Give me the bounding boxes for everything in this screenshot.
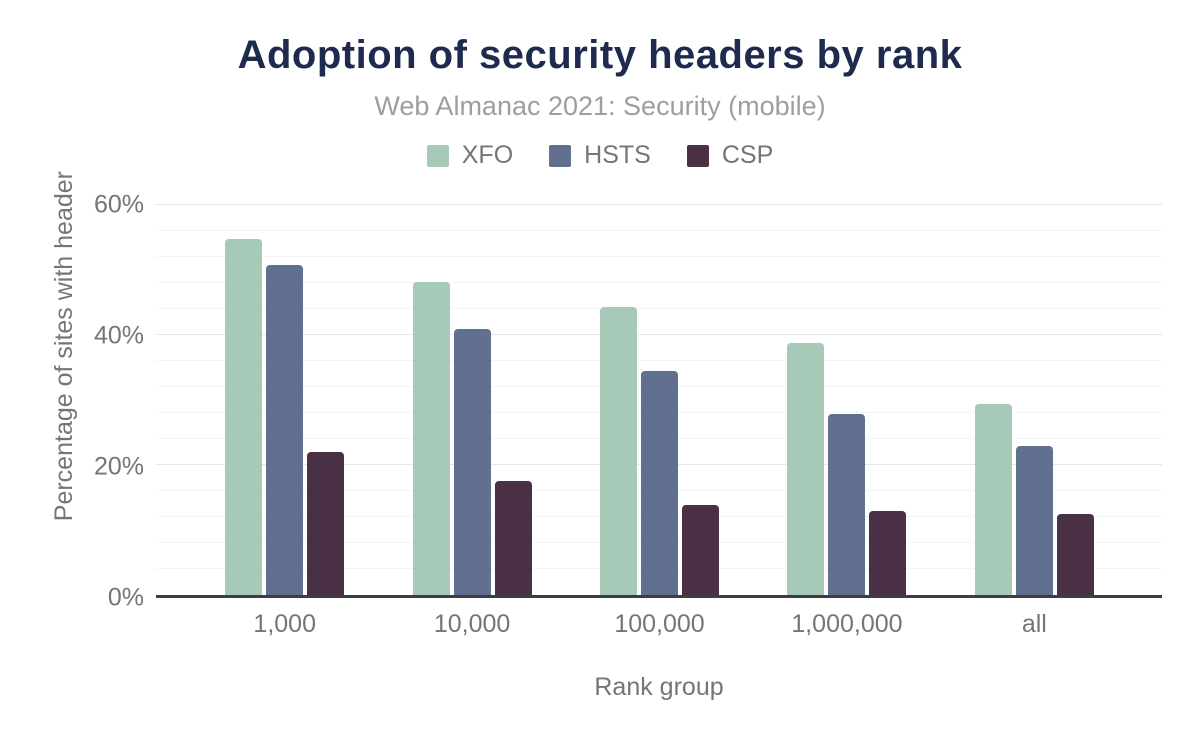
legend-swatch-xfo (426, 144, 449, 167)
gridline-minor (156, 230, 1162, 231)
bar-csp-all[interactable] (1056, 514, 1094, 595)
bar-groups (191, 192, 1128, 595)
bar-hsts-10000[interactable] (453, 328, 491, 595)
chart-title: Adoption of security headers by rank (237, 33, 963, 77)
gridline-minor (156, 282, 1162, 283)
bar-xfo-1000[interactable] (225, 238, 263, 595)
bar-csp-1000000[interactable] (869, 510, 907, 595)
bar-group-100000 (566, 192, 753, 595)
gridline-major (156, 204, 1162, 205)
bar-xfo-100000[interactable] (600, 307, 638, 595)
legend-item-csp: CSP (686, 141, 774, 170)
legend-item-hsts: HSTS (549, 141, 651, 170)
bar-group-all (941, 192, 1128, 595)
bar-xfo-all[interactable] (974, 403, 1012, 595)
x-tick-label: 1,000,000 (791, 610, 903, 638)
chart-subtitle: Web Almanac 2021: Security (mobile) (374, 91, 826, 121)
y-axis-ticks: 0% 20% 40% 60% (60, 190, 144, 612)
y-tick-label: 40% (93, 321, 144, 350)
legend-label: HSTS (584, 141, 651, 169)
bar-hsts-1000[interactable] (266, 264, 304, 595)
bar-csp-10000[interactable] (494, 480, 532, 595)
legend-swatch-csp (686, 144, 709, 167)
bar-hsts-1000000[interactable] (828, 414, 866, 595)
gridline-major (156, 334, 1162, 335)
gridline-minor (156, 256, 1162, 257)
y-tick-label: 60% (93, 190, 144, 219)
x-axis-labels: 1,000 10,000 100,000 1,000,000 all (191, 610, 1128, 639)
legend-label: CSP (721, 141, 774, 169)
bar-group-10000 (378, 192, 565, 595)
x-tick-label: 100,000 (614, 610, 705, 638)
y-tick-label: 20% (93, 452, 144, 481)
x-axis-title: Rank group (594, 673, 724, 701)
bar-xfo-10000[interactable] (412, 281, 450, 595)
x-tick-label: 10,000 (433, 610, 511, 638)
gridline-minor (156, 360, 1162, 361)
legend: XFO HSTS CSP (0, 141, 1200, 170)
gridline-minor (156, 308, 1162, 309)
plot-area (156, 192, 1162, 598)
legend-item-xfo: XFO (426, 141, 514, 170)
bar-hsts-100000[interactable] (641, 371, 679, 595)
x-tick-label: all (1021, 610, 1047, 638)
x-tick-label: 1,000 (253, 610, 316, 638)
bar-xfo-1000000[interactable] (787, 342, 825, 595)
bar-group-1000000 (753, 192, 940, 595)
bar-group-1000 (191, 192, 378, 595)
bar-csp-100000[interactable] (682, 504, 720, 595)
legend-label: XFO (461, 141, 514, 169)
legend-swatch-hsts (549, 144, 572, 167)
bar-hsts-all[interactable] (1015, 446, 1053, 595)
y-tick-label: 0% (107, 583, 144, 612)
bar-csp-1000[interactable] (307, 452, 345, 595)
